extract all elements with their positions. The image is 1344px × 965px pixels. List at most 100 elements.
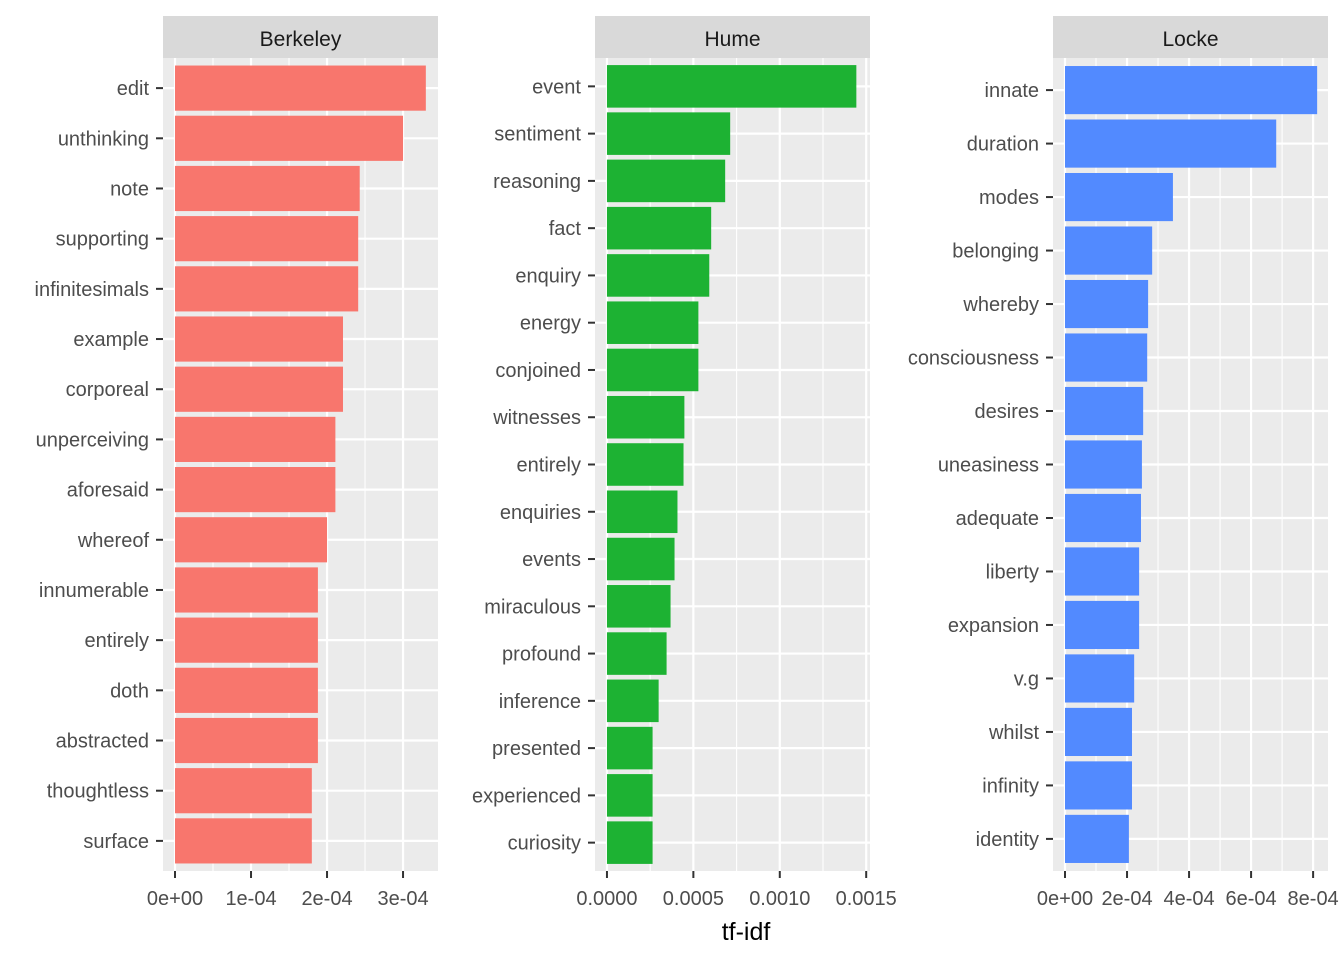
y-tick-label: desires: [975, 401, 1039, 423]
y-tick-label: curiosity: [508, 833, 581, 855]
bar-enquiry: [606, 254, 710, 297]
y-tick-label: duration: [967, 134, 1039, 156]
y-tick-label: miraculous: [484, 596, 581, 618]
x-tick-label: 6e-04: [1226, 888, 1277, 910]
y-tick-label: identity: [976, 829, 1039, 851]
bar-liberty: [1065, 547, 1140, 596]
bar-adequate: [1065, 493, 1141, 543]
facet-strip: [163, 16, 438, 58]
y-tick-label: energy: [520, 313, 581, 335]
bar-corporeal: [175, 366, 343, 412]
y-tick-label: enquiries: [500, 502, 581, 524]
y-tick-label: conjoined: [495, 360, 581, 382]
bar-event: [606, 65, 857, 108]
bar-whilst: [1065, 707, 1132, 757]
y-tick-label: belonging: [952, 241, 1039, 263]
y-tick-label: inference: [499, 691, 581, 713]
y-tick-label: innumerable: [39, 580, 149, 602]
bar-infinitesimals: [175, 266, 359, 312]
x-tick-label: 4e-04: [1163, 888, 1214, 910]
bar-abstracted: [175, 717, 318, 764]
facet-strip: [1053, 16, 1328, 58]
x-tick-label: 3e-04: [377, 888, 428, 910]
bar-infinity: [1065, 761, 1132, 810]
bar-sentiment: [606, 112, 731, 155]
y-tick-label: aforesaid: [67, 480, 149, 502]
bar-thoughtless: [175, 768, 312, 814]
y-tick-label: whereof: [77, 530, 150, 552]
x-tick-label: 1e-04: [225, 888, 276, 910]
bar-innumerable: [175, 567, 318, 613]
bar-example: [175, 316, 343, 362]
x-tick-label: 0.0000: [576, 888, 637, 910]
y-tick-label: innate: [985, 80, 1040, 102]
bar-unthinking: [175, 115, 404, 161]
y-tick-label: infinitesimals: [35, 279, 149, 301]
bar-expansion: [1065, 600, 1140, 650]
bar-events: [606, 537, 675, 581]
bar-note: [175, 165, 360, 212]
y-tick-label: thoughtless: [47, 781, 149, 803]
facet-title: Hume: [704, 28, 760, 51]
y-tick-label: entirely: [517, 455, 581, 477]
facet-title: Berkeley: [260, 28, 342, 51]
y-tick-label: abstracted: [56, 731, 149, 753]
y-tick-label: v.g: [1014, 668, 1039, 690]
y-tick-label: reasoning: [493, 171, 581, 193]
y-tick-label: doth: [110, 680, 149, 702]
x-tick-label: 0.0005: [663, 888, 724, 910]
bar-witnesses: [606, 395, 685, 439]
bar-entirely: [606, 443, 684, 486]
y-tick-label: unthinking: [58, 128, 149, 150]
bar-desires: [1065, 386, 1144, 436]
y-tick-label: presented: [492, 738, 581, 760]
y-tick-label: whilst: [988, 722, 1039, 744]
x-tick-label: 0.0010: [749, 888, 810, 910]
bar-duration: [1065, 119, 1277, 168]
y-tick-label: experienced: [472, 785, 581, 807]
bar-modes: [1065, 172, 1173, 222]
y-tick-label: corporeal: [66, 379, 149, 401]
bar-innate: [1065, 66, 1318, 115]
y-tick-label: note: [110, 178, 149, 200]
bar-whereof: [175, 517, 328, 563]
bar-belonging: [1065, 226, 1153, 275]
y-tick-label: adequate: [956, 508, 1039, 530]
y-tick-label: fact: [549, 218, 582, 240]
bar-enquiries: [606, 490, 678, 534]
y-tick-label: example: [73, 329, 149, 351]
bar-fact: [606, 206, 712, 250]
bar-presented: [606, 726, 653, 770]
y-tick-label: edit: [117, 78, 150, 100]
bar-experienced: [606, 774, 653, 817]
bar-doth: [175, 667, 318, 713]
facet-title: Locke: [1162, 28, 1218, 51]
bar-inference: [606, 679, 659, 723]
bar-unperceiving: [175, 416, 336, 462]
x-tick-label: 0e+00: [1037, 888, 1093, 910]
bar-consciousness: [1065, 333, 1148, 382]
y-tick-label: entirely: [85, 630, 149, 652]
y-tick-label: supporting: [56, 229, 149, 251]
bar-uneasiness: [1065, 440, 1142, 489]
x-tick-label: 0.0015: [836, 888, 897, 910]
y-tick-label: event: [532, 76, 581, 98]
bar-aforesaid: [175, 467, 336, 513]
x-tick-label: 0e+00: [147, 888, 203, 910]
y-tick-label: events: [522, 549, 581, 571]
bar-surface: [175, 818, 312, 864]
x-tick-label: 2e-04: [301, 888, 352, 910]
y-tick-label: enquiry: [515, 265, 581, 287]
y-tick-label: expansion: [948, 615, 1039, 637]
bar-curiosity: [606, 821, 653, 864]
bar-profound: [606, 632, 667, 675]
y-tick-label: profound: [502, 644, 581, 666]
y-tick-label: unperceiving: [36, 429, 149, 451]
facet-strip: [595, 16, 870, 58]
y-tick-label: whereby: [962, 294, 1039, 316]
bar-edit: [175, 65, 426, 111]
bar-vg: [1065, 654, 1135, 703]
bar-reasoning: [606, 159, 726, 203]
x-axis-label: tf-idf: [722, 918, 771, 946]
